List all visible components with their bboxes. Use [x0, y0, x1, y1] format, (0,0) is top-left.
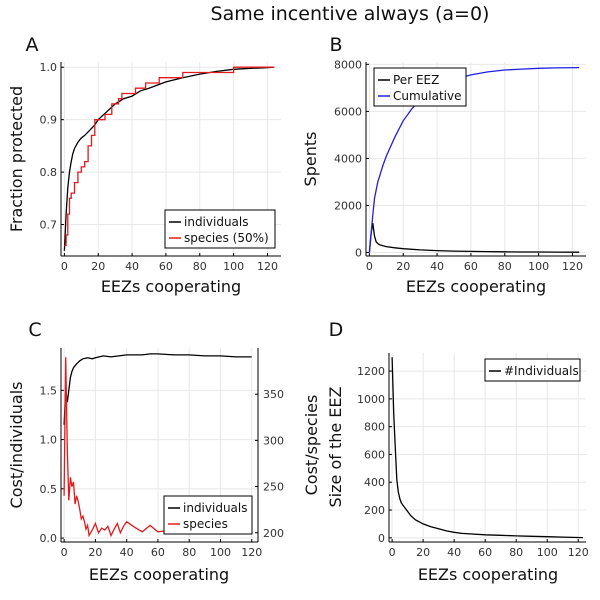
y-tick-label: 0.8	[40, 166, 58, 179]
x-tick-label: 0	[61, 260, 68, 273]
legend-label: Cumulative	[393, 89, 462, 103]
y-tick-label: 400	[364, 476, 385, 489]
series-line-species	[63, 357, 252, 538]
y-tick-label: 1.5	[40, 384, 58, 397]
x-tick-label: 100	[210, 546, 231, 559]
y-tick-label: 0	[355, 246, 362, 259]
x-tick-label: 0	[61, 546, 68, 559]
figure-title: Same incentive always (a=0)	[211, 3, 490, 25]
legend-label: Per EEZ	[393, 73, 439, 87]
legend-label: individuals	[183, 501, 248, 515]
y-tick-label: 0.9	[40, 114, 58, 127]
y-tick-label: 0	[378, 532, 385, 545]
y-tick-label: 2000	[334, 199, 362, 212]
x-axis-label: EEZs cooperating	[101, 277, 241, 296]
y2-axis-label: Cost/species	[302, 395, 321, 496]
panel-label: D	[329, 319, 344, 341]
x-tick-label: 100	[528, 260, 549, 273]
x-tick-label: 0	[389, 546, 396, 559]
x-tick-label: 60	[478, 546, 492, 559]
panel-label: A	[26, 34, 39, 56]
y-tick-label: 1.0	[40, 434, 58, 447]
x-tick-label: 100	[223, 260, 244, 273]
panel-b: 0 20 40 60 80 100 120 0 2000 4000 6000 8000 B EEZs co…	[301, 34, 586, 296]
y-axis-label: Spents	[301, 132, 320, 187]
x-tick-label: 20	[396, 260, 410, 273]
y-tick-label: 0.0	[40, 532, 58, 545]
x-tick-label: 40	[125, 260, 139, 273]
panel-label: B	[329, 34, 342, 56]
y-tick-label: 0.7	[40, 219, 58, 232]
series-line-individuals	[63, 353, 252, 425]
legend-label: species (50%)	[184, 231, 269, 245]
x-tick-label: 80	[498, 260, 512, 273]
legend-label: individuals	[184, 215, 249, 229]
legend-box	[164, 209, 276, 249]
legend: individuals species	[163, 495, 253, 535]
panel-label: C	[28, 319, 41, 341]
y-tick-label: 800	[364, 421, 385, 434]
y-axis-label: Size of the EEZ	[326, 386, 345, 507]
y2-tick-label: 300	[263, 434, 284, 447]
y2-tick-label: 350	[263, 388, 284, 401]
x-tick-label: 100	[537, 546, 558, 559]
x-tick-label: 20	[91, 260, 105, 273]
x-tick-label: 40	[120, 546, 134, 559]
series-line--individuals	[391, 357, 583, 539]
y-axis-label: Cost/individuals	[7, 382, 26, 509]
legend: Per EEZ Cumulative	[373, 67, 467, 107]
x-tick-label: 80	[509, 546, 523, 559]
x-tick-label: 0	[366, 260, 373, 273]
y-tick-label: 1.0	[40, 61, 58, 74]
y-tick-label: 8000	[334, 58, 362, 71]
y-tick-label: 200	[364, 504, 385, 517]
x-tick-label: 80	[182, 546, 196, 559]
y-axis-label: Fraction protected	[7, 86, 26, 232]
x-tick-label: 40	[430, 260, 444, 273]
x-tick-label: 80	[193, 260, 207, 273]
panel-a: 0 20 40 60 80 100 120 0.7 0.8 0.9 1.0A EEZs coopera…	[7, 34, 281, 296]
legend-box	[163, 495, 253, 535]
x-tick-label: 60	[159, 260, 173, 273]
legend-label: species	[183, 517, 228, 531]
y-tick-label: 0.5	[40, 483, 58, 496]
legend-box	[484, 358, 581, 382]
y2-tick-label: 200	[263, 527, 284, 540]
legend-label: #Individuals	[504, 364, 579, 378]
x-axis-label: EEZs cooperating	[89, 565, 229, 584]
x-tick-label: 120	[568, 546, 589, 559]
y2-tick-label: 250	[263, 481, 284, 494]
x-tick-label: 120	[241, 546, 262, 559]
series-line-species-50-	[64, 66, 275, 247]
x-tick-label: 40	[447, 546, 461, 559]
x-tick-label: 20	[416, 546, 430, 559]
x-tick-label: 20	[88, 546, 102, 559]
panel-d: 0 20 40 60 80 100 120020040060080010001200DEEZ…	[326, 319, 589, 584]
series-line-per-eez	[368, 222, 580, 253]
y-tick-label: 600	[364, 448, 385, 461]
x-tick-label: 120	[257, 260, 278, 273]
y-tick-label: 4000	[334, 152, 362, 165]
x-tick-label: 120	[562, 260, 583, 273]
y-tick-label: 1000	[357, 393, 385, 406]
y-tick-label: 6000	[334, 105, 362, 118]
panel-c: 0 20 40 60 80 100 120 0.0 0.5 1.0 1.5 200 250 300 350 C…	[7, 319, 321, 584]
x-axis-label: EEZs cooperating	[406, 277, 546, 296]
y-tick-label: 1200	[357, 365, 385, 378]
x-tick-label: 60	[151, 546, 165, 559]
x-axis-label: EEZs cooperating	[418, 565, 558, 584]
legend-box	[373, 67, 467, 107]
x-tick-label: 60	[464, 260, 478, 273]
legend: #Individuals	[484, 358, 581, 382]
legend: individuals species (50%)	[164, 209, 276, 249]
